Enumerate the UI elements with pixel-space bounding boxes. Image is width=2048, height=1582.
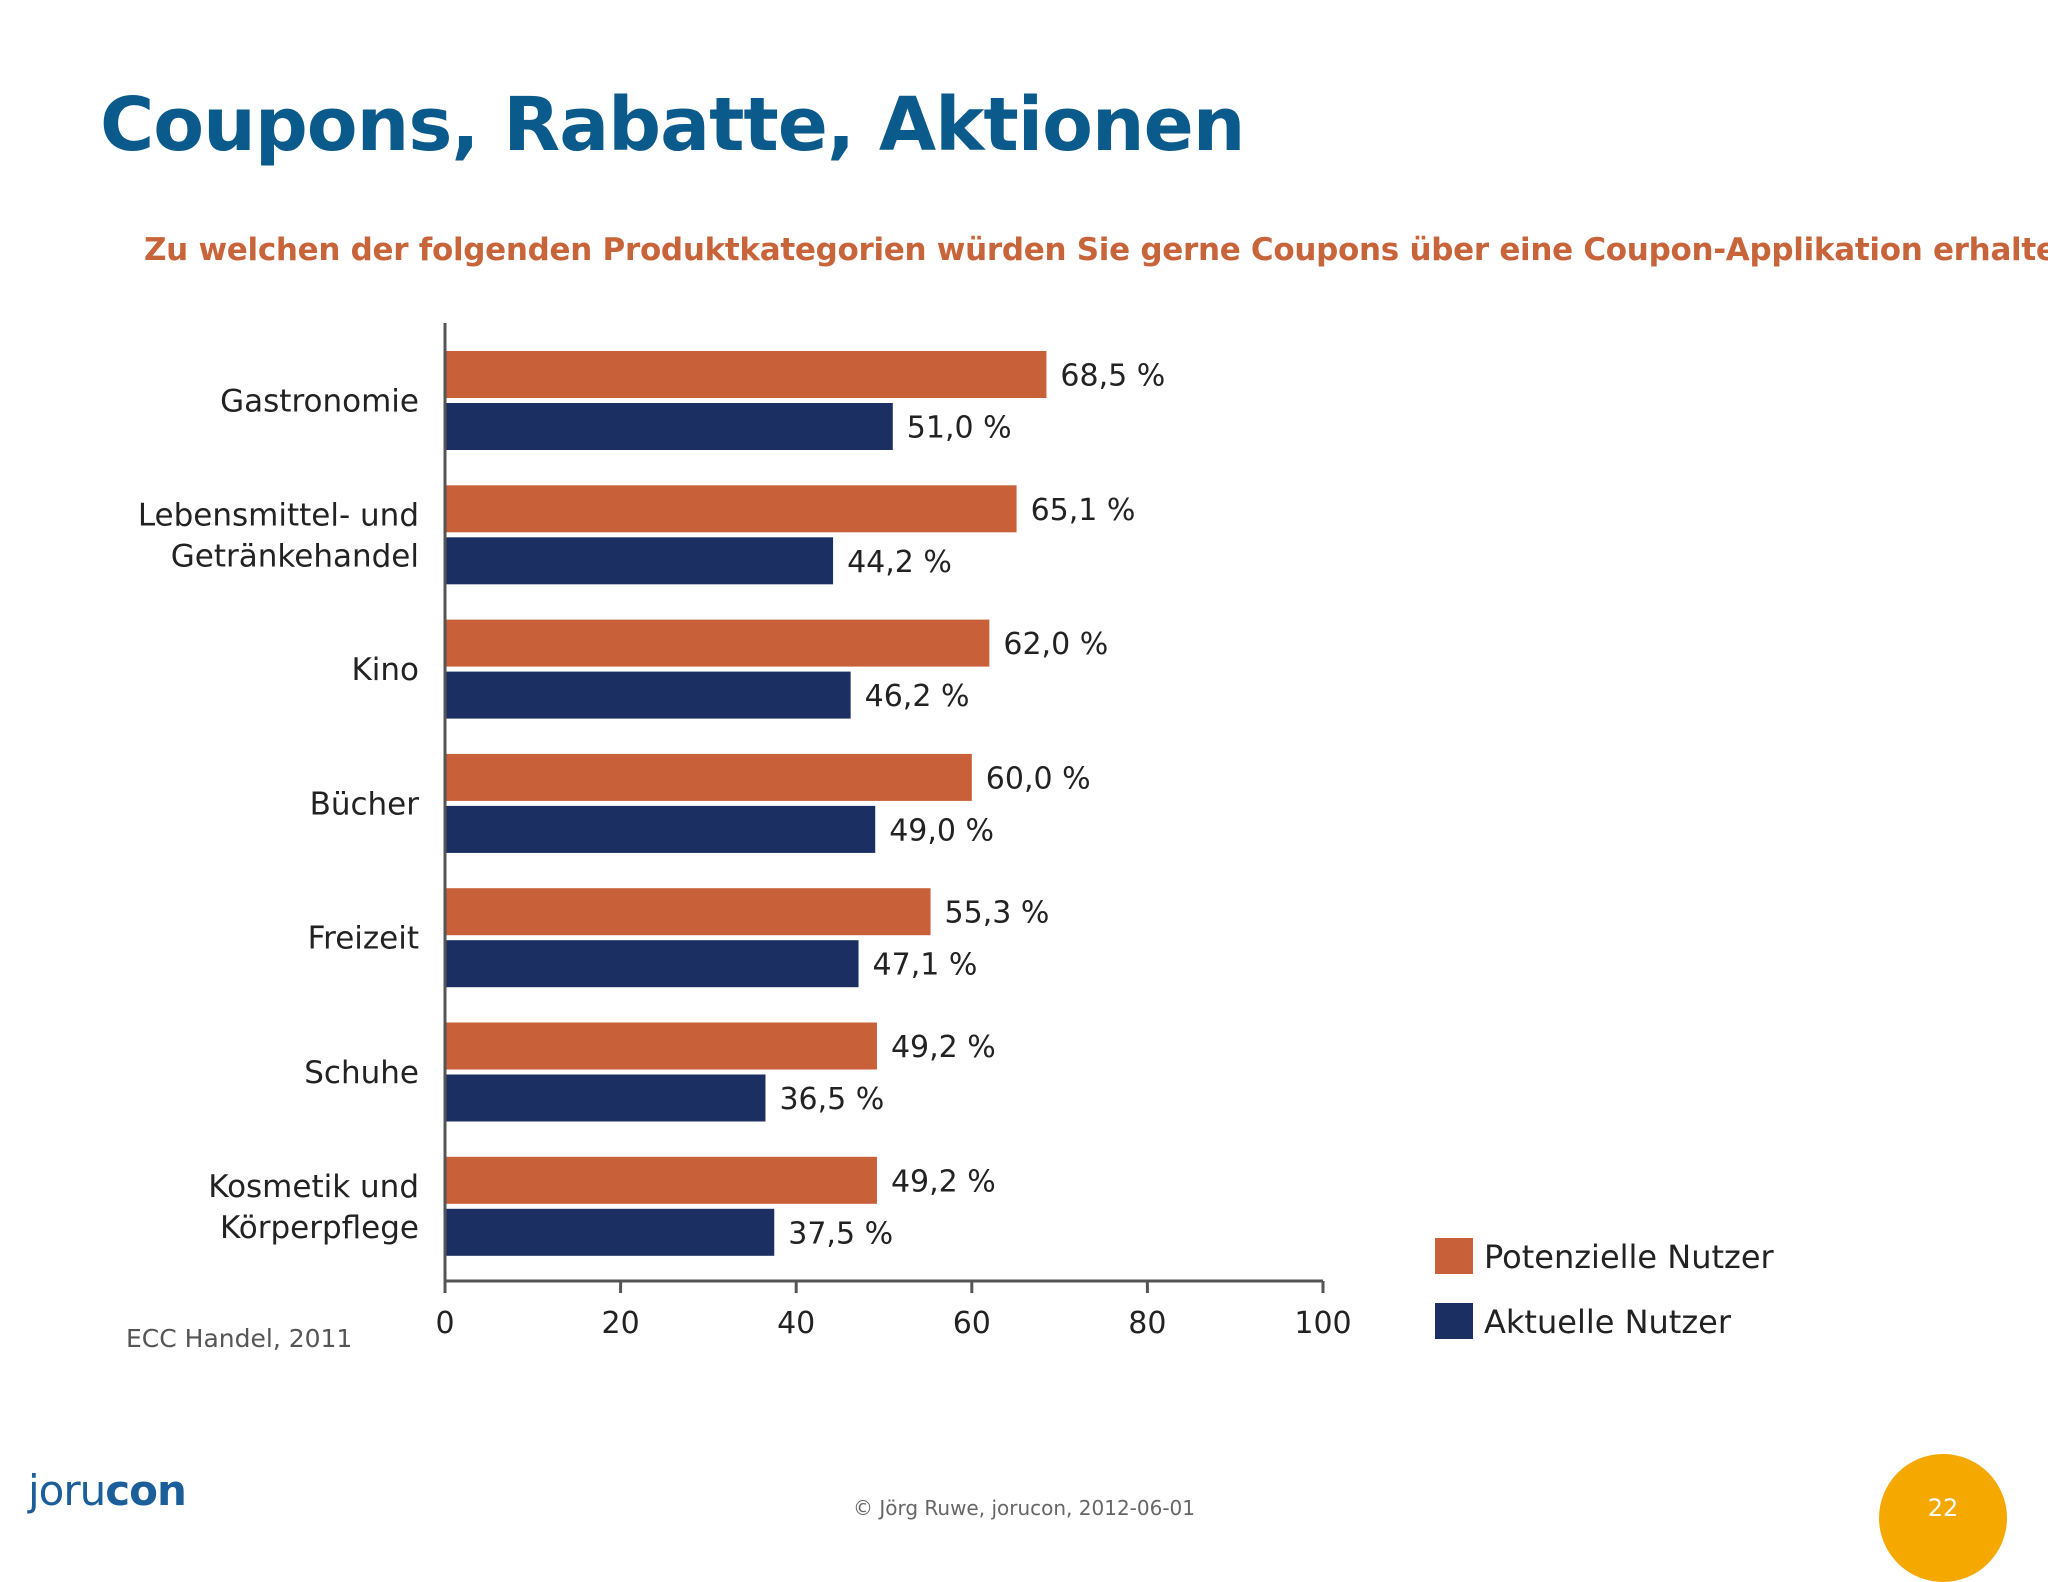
survey-question: Zu welchen der folgenden Produktkategori… [144,232,2048,268]
category-label-4: Freizeit [308,921,419,957]
x-tick-label-0: 0 [435,1306,454,1341]
value-label-potential-5: 49,2 % [891,1030,996,1065]
jorucon-logo: jorucon [28,1466,187,1515]
bar-potential-2 [445,619,990,667]
category-label-1-line-1: Getränkehandel [171,538,419,574]
category-label-0: Gastronomie [220,384,419,420]
x-tick-label-1: 20 [602,1306,640,1341]
bar-potential-6 [445,1156,877,1204]
bar-potential-3 [445,753,972,801]
category-label-1-line-0: Lebensmittel- und [138,497,419,533]
logo-bold-text: con [105,1466,187,1515]
logo-light-text: joru [28,1466,106,1515]
x-tick-label-4: 80 [1128,1306,1166,1341]
legend-swatch-potential [1435,1238,1473,1274]
value-label-current-1: 44,2 % [847,545,952,580]
value-label-potential-1: 65,1 % [1031,493,1136,528]
x-tick-label-5: 100 [1294,1306,1351,1341]
category-label-6-line-0: Kosmetik und [208,1169,419,1205]
value-label-current-4: 47,1 % [873,948,978,983]
bar-current-1 [445,537,834,585]
x-tick-label-3: 60 [953,1306,991,1341]
bar-potential-4 [445,888,931,936]
bar-current-6 [445,1208,775,1256]
bar-current-5 [445,1074,766,1122]
bar-current-2 [445,671,851,719]
page-number-badge: 22 [1879,1454,2007,1582]
source-note: ECC Handel, 2011 [126,1324,353,1353]
value-label-current-5: 36,5 % [779,1082,884,1117]
bar-potential-0 [445,351,1047,398]
value-label-potential-0: 68,5 % [1060,359,1165,394]
copyright-footer: © Jörg Ruwe, jorucon, 2012-06-01 [852,1496,1195,1520]
legend-label-current: Aktuelle Nutzer [1484,1303,1732,1341]
bar-chart: 68,5 % 51,0 % Gastronomie 65,1 % 44,2 % Leben… [138,323,1775,1341]
bar-potential-1 [445,485,1017,533]
value-label-current-0: 51,0 % [907,411,1012,446]
bar-potential-5 [445,1022,877,1070]
value-label-current-2: 46,2 % [865,679,970,714]
value-label-potential-6: 49,2 % [891,1164,996,1199]
category-label-6-line-1: Körperpflege [220,1210,419,1246]
value-label-potential-2: 62,0 % [1003,627,1108,662]
legend-label-potential: Potenzielle Nutzer [1484,1238,1775,1276]
bar-current-3 [445,805,876,853]
bar-current-4 [445,940,859,988]
category-label-5: Schuhe [304,1055,419,1091]
category-label-2: Kino [351,652,419,688]
value-label-potential-3: 60,0 % [986,761,1091,796]
page-number: 22 [1927,1494,1959,1522]
legend-swatch-current [1435,1303,1473,1339]
slide-title: Coupons, Rabatte, Aktionen [100,82,1245,168]
x-tick-label-2: 40 [777,1306,815,1341]
value-label-current-3: 49,0 % [889,813,994,848]
category-label-3: Bücher [310,786,420,822]
bar-current-0 [445,403,893,450]
value-label-current-6: 37,5 % [788,1216,893,1251]
value-label-potential-4: 55,3 % [945,896,1050,931]
